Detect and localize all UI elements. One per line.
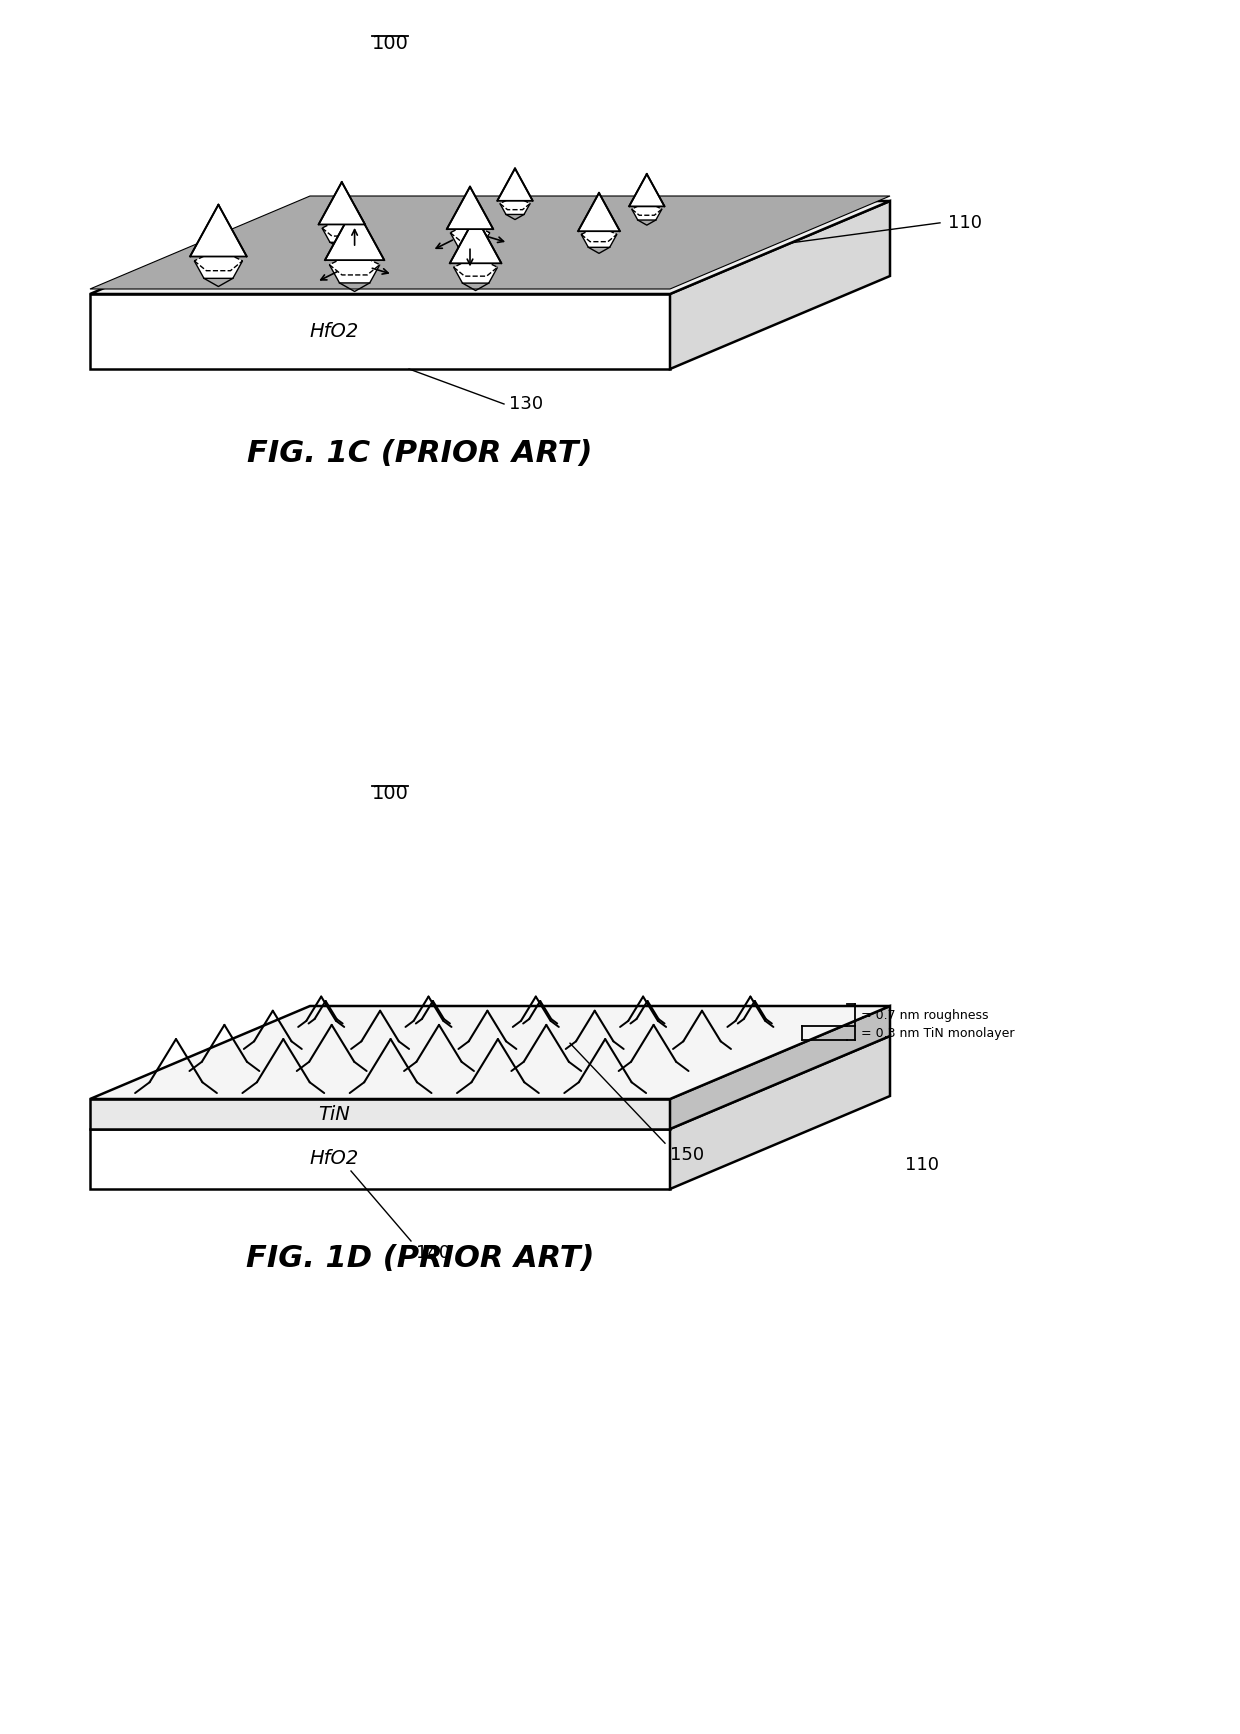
Polygon shape — [325, 206, 384, 260]
Polygon shape — [190, 205, 247, 257]
Text: 100: 100 — [372, 784, 408, 803]
Polygon shape — [195, 255, 243, 271]
Polygon shape — [450, 227, 490, 241]
Text: = 0.3 nm TiN monolayer: = 0.3 nm TiN monolayer — [861, 1027, 1014, 1040]
Text: HfO2: HfO2 — [309, 323, 358, 342]
Text: TiN: TiN — [317, 1105, 350, 1124]
Polygon shape — [322, 224, 362, 236]
Polygon shape — [446, 187, 494, 229]
Polygon shape — [91, 1099, 670, 1129]
Polygon shape — [578, 192, 620, 231]
Polygon shape — [500, 199, 529, 210]
Polygon shape — [91, 295, 670, 369]
Text: HfO2: HfO2 — [309, 1150, 358, 1169]
Polygon shape — [500, 203, 529, 215]
Polygon shape — [670, 201, 890, 369]
Polygon shape — [629, 173, 665, 206]
Polygon shape — [322, 229, 362, 243]
Polygon shape — [497, 168, 533, 201]
Polygon shape — [631, 210, 662, 220]
Text: 100: 100 — [372, 35, 408, 54]
Polygon shape — [631, 205, 662, 215]
Polygon shape — [670, 1006, 890, 1129]
Polygon shape — [454, 262, 497, 276]
Text: FIG. 1C (PRIOR ART): FIG. 1C (PRIOR ART) — [247, 439, 593, 468]
Polygon shape — [91, 1129, 670, 1190]
Text: = 0.7 nm roughness: = 0.7 nm roughness — [861, 1009, 988, 1021]
Polygon shape — [195, 260, 243, 279]
Polygon shape — [330, 258, 379, 276]
Text: 150: 150 — [670, 1146, 704, 1164]
Polygon shape — [319, 182, 365, 224]
Text: 110: 110 — [905, 1157, 939, 1174]
Polygon shape — [91, 1006, 890, 1099]
Polygon shape — [91, 196, 890, 290]
Polygon shape — [450, 217, 501, 264]
Text: 130: 130 — [508, 395, 543, 413]
Polygon shape — [582, 231, 616, 241]
Text: 110: 110 — [949, 213, 982, 232]
Text: FIG. 1D (PRIOR ART): FIG. 1D (PRIOR ART) — [246, 1243, 594, 1273]
Polygon shape — [91, 201, 890, 295]
Polygon shape — [454, 267, 497, 283]
Text: 140: 140 — [415, 1243, 450, 1262]
Polygon shape — [670, 1035, 890, 1190]
Polygon shape — [330, 265, 379, 283]
Polygon shape — [450, 232, 490, 246]
Polygon shape — [582, 234, 616, 248]
